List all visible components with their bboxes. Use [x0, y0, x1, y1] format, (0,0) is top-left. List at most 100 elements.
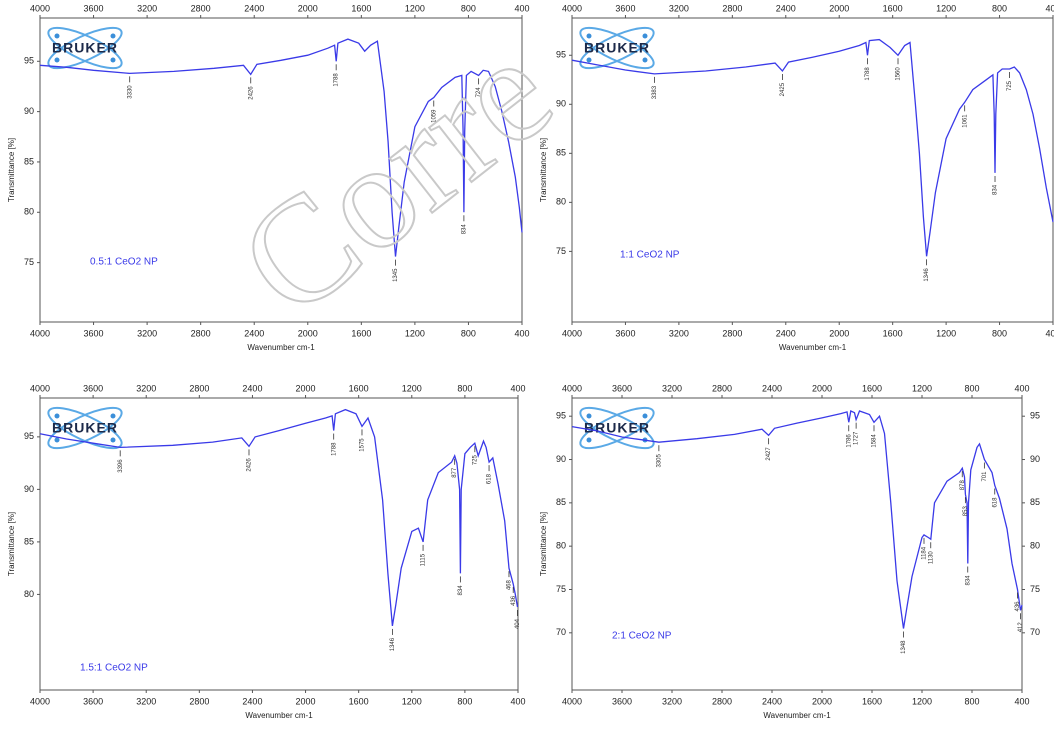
x-tick-label: 2400	[762, 696, 782, 706]
x-tick-label: 2000	[812, 696, 832, 706]
y-tick-label: 95	[556, 411, 566, 421]
logo-dot	[110, 437, 116, 443]
logo-dot	[54, 33, 60, 39]
x-tick-label: 2800	[722, 328, 742, 338]
x-tick-label-top: 2400	[762, 383, 782, 393]
peak-label: 1560	[896, 67, 902, 81]
x-tick-label: 2000	[298, 328, 318, 338]
peak-label: 3330	[127, 85, 133, 99]
y-tick-label-right: 70	[1030, 627, 1040, 637]
peak-label: 1584	[872, 434, 878, 448]
logo-dot	[54, 413, 60, 419]
y-tick-label: 70	[556, 627, 566, 637]
x-tick-label: 800	[992, 328, 1007, 338]
peak-label: 1348	[901, 640, 907, 654]
x-tick-label: 2800	[191, 328, 211, 338]
peak-label: 1788	[334, 73, 340, 87]
y-axis-label: Transmittance [%]	[7, 138, 16, 202]
peak-label: 436	[511, 595, 517, 606]
x-tick-label: 3200	[669, 328, 689, 338]
x-tick-label: 1600	[862, 696, 882, 706]
x-tick-label: 400	[1045, 328, 1054, 338]
y-tick-label: 90	[24, 484, 34, 494]
peak-label: 2427	[766, 447, 772, 461]
panel: 4000 4000 3600 3600 3200 3200 2800 2800 2400 2400…	[539, 3, 1054, 352]
x-tick-label-top: 3600	[615, 3, 635, 13]
peak-label: 3396	[118, 459, 124, 473]
x-tick-label-top: 3200	[662, 383, 682, 393]
logo-dot	[54, 437, 60, 443]
x-tick-label-top: 1200	[936, 3, 956, 13]
x-tick-label-top: 1600	[349, 383, 369, 393]
peak-label: 1345	[393, 268, 399, 282]
logo-text: BRUKER	[52, 420, 118, 436]
peak-label: 724	[476, 87, 482, 98]
peak-label: 618	[992, 497, 998, 508]
x-tick-label: 2400	[776, 328, 796, 338]
peak-label: 3383	[652, 85, 658, 99]
spectrum-line	[39, 38, 523, 257]
spectrum-line	[39, 408, 519, 627]
x-tick-label: 2400	[244, 328, 264, 338]
y-tick-label: 85	[24, 156, 34, 166]
plot-frame	[39, 17, 523, 323]
x-tick-label: 4000	[30, 696, 50, 706]
x-tick-label-top: 1200	[405, 3, 425, 13]
spectrum-line	[571, 410, 1023, 629]
x-tick-label: 1600	[883, 328, 903, 338]
x-tick-label-top: 2000	[812, 383, 832, 393]
x-tick-label-top: 3200	[136, 383, 156, 393]
x-tick-label: 1200	[405, 328, 425, 338]
y-tick-label: 80	[24, 589, 34, 599]
x-tick-label-top: 1600	[351, 3, 371, 13]
x-tick-label-top: 3600	[84, 3, 104, 13]
x-tick-label: 2400	[242, 696, 262, 706]
peak-label: 436	[1015, 601, 1021, 612]
peak-label: 3305	[656, 454, 662, 468]
peak-label: 834	[965, 575, 971, 586]
logo-dot	[110, 33, 116, 39]
y-tick-label: 95	[24, 431, 34, 441]
logo-orbit	[47, 26, 123, 70]
y-tick-label: 90	[556, 99, 566, 109]
x-tick-label: 4000	[562, 328, 582, 338]
x-tick-label-top: 1200	[912, 383, 932, 393]
peak-label: 1786	[846, 434, 852, 448]
x-tick-label: 3200	[662, 696, 682, 706]
logo-text: BRUKER	[584, 420, 650, 436]
peak-label: 404	[515, 618, 521, 629]
logo-orbit	[579, 26, 655, 70]
logo-dot	[586, 437, 592, 443]
x-tick-label: 800	[964, 696, 979, 706]
x-tick-label-top: 2800	[712, 383, 732, 393]
y-tick-label-right: 95	[1030, 411, 1040, 421]
peak-label: 1346	[924, 268, 930, 282]
peak-label: 468	[507, 580, 513, 591]
x-tick-label-top: 800	[964, 383, 979, 393]
x-tick-label-top: 4000	[562, 3, 582, 13]
peak-label: 1788	[331, 442, 337, 456]
y-tick-label-right: 90	[1030, 454, 1040, 464]
x-tick-label-top: 2800	[722, 3, 742, 13]
x-tick-label: 3200	[137, 328, 157, 338]
y-tick-label: 85	[556, 497, 566, 507]
x-tick-label: 2000	[296, 696, 316, 706]
x-axis-label: Wavenumber cm-1	[247, 343, 315, 352]
panel: 4000 4000 3600 3600 3200 3200 2800 2800 2400 2400…	[7, 3, 529, 352]
x-tick-label: 400	[1014, 696, 1029, 706]
peak-label: 1788	[865, 67, 871, 81]
x-tick-label: 1200	[936, 328, 956, 338]
peak-label: 853	[963, 506, 969, 517]
peak-label: 1575	[360, 438, 366, 452]
peak-label: 878	[960, 480, 966, 491]
logo-dot	[642, 413, 648, 419]
y-tick-label: 75	[24, 257, 34, 267]
x-tick-label: 2800	[712, 696, 732, 706]
plot-frame	[571, 17, 1054, 323]
logo-orbit	[579, 406, 655, 450]
x-axis-label: Wavenumber cm-1	[245, 711, 313, 720]
x-tick-label: 4000	[30, 328, 50, 338]
x-tick-label-top: 800	[992, 3, 1007, 13]
y-axis-label: Transmittance [%]	[7, 512, 16, 576]
